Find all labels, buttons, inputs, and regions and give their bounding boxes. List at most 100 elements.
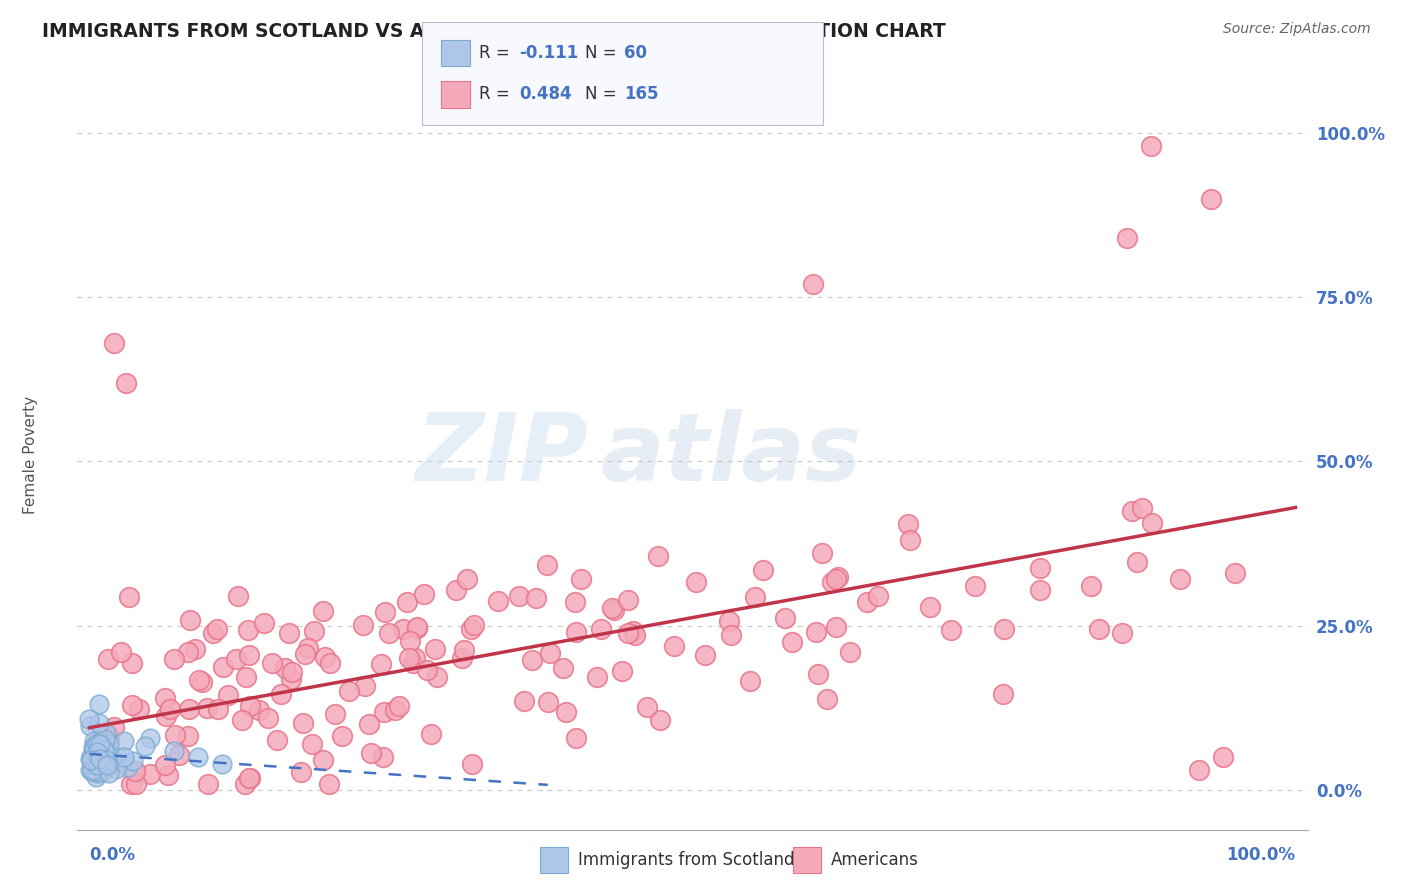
Point <box>508 589 530 603</box>
Point <box>90 765 112 780</box>
Point <box>444 583 467 598</box>
Point <box>247 703 270 717</box>
Point <box>312 604 335 618</box>
Point <box>453 643 475 657</box>
Point <box>1212 750 1234 764</box>
Point <box>84 770 107 784</box>
Point <box>600 601 623 615</box>
Point <box>121 656 143 670</box>
Point <box>524 591 547 605</box>
Point <box>399 633 422 648</box>
Point <box>337 684 360 698</box>
Point <box>603 602 626 616</box>
Point <box>239 771 262 785</box>
Point <box>217 688 239 702</box>
Point <box>79 763 101 777</box>
Text: Female Poverty: Female Poverty <box>22 396 38 514</box>
Point <box>112 750 135 764</box>
Point <box>586 670 609 684</box>
Point <box>991 687 1014 701</box>
Point <box>83 740 105 755</box>
Point <box>610 664 633 678</box>
Text: R =: R = <box>479 44 516 62</box>
Point <box>486 594 509 608</box>
Point <box>406 621 429 635</box>
Point <box>538 646 561 660</box>
Point <box>636 699 658 714</box>
Point <box>79 719 101 733</box>
Point <box>153 690 176 705</box>
Point <box>177 729 200 743</box>
Point <box>564 625 586 640</box>
Point <box>89 716 111 731</box>
Point <box>460 622 482 636</box>
Point <box>1188 764 1211 778</box>
Point <box>412 587 434 601</box>
Point <box>352 618 374 632</box>
Point <box>815 691 838 706</box>
Text: 165: 165 <box>624 86 659 103</box>
Point <box>233 776 256 790</box>
Point <box>354 679 377 693</box>
Point <box>138 766 160 780</box>
Point <box>104 762 127 776</box>
Point <box>125 776 148 790</box>
Point <box>82 763 104 777</box>
Point <box>537 695 560 709</box>
Point <box>197 776 219 790</box>
Point <box>695 648 717 662</box>
Point <box>89 697 111 711</box>
Text: IMMIGRANTS FROM SCOTLAND VS AMERICAN FEMALE POVERTY CORRELATION CHART: IMMIGRANTS FROM SCOTLAND VS AMERICAN FEM… <box>42 22 946 41</box>
Point <box>553 661 575 675</box>
Point <box>138 731 160 745</box>
Point <box>207 701 229 715</box>
Text: 100.0%: 100.0% <box>1226 846 1295 864</box>
Point <box>1199 192 1222 206</box>
Point <box>82 754 104 768</box>
Point <box>621 624 644 638</box>
Point <box>83 734 105 748</box>
Point <box>226 589 249 603</box>
Point <box>406 620 429 634</box>
Point <box>89 752 111 766</box>
Point <box>238 648 260 662</box>
Point <box>554 705 576 719</box>
Point <box>685 575 707 590</box>
Point <box>1029 561 1052 575</box>
Point <box>82 765 104 780</box>
Point <box>839 645 862 659</box>
Point <box>311 753 333 767</box>
Point <box>401 656 423 670</box>
Point <box>274 661 297 675</box>
Point <box>617 593 640 607</box>
Point <box>1130 500 1153 515</box>
Point <box>86 757 108 772</box>
Point <box>773 611 796 625</box>
Point <box>112 756 135 770</box>
Point <box>423 641 446 656</box>
Point <box>1111 626 1133 640</box>
Point <box>374 605 396 619</box>
Point <box>315 649 337 664</box>
Point <box>100 750 122 764</box>
Point <box>82 740 104 755</box>
Point <box>855 594 877 608</box>
Point <box>94 744 117 758</box>
Point <box>84 757 107 772</box>
Point <box>96 758 118 772</box>
Point <box>319 656 342 670</box>
Point <box>177 702 200 716</box>
Point <box>1139 139 1161 153</box>
Point <box>782 635 804 649</box>
Point <box>169 748 191 763</box>
Point <box>450 651 472 665</box>
Point <box>1088 622 1111 636</box>
Point <box>866 589 889 603</box>
Point <box>384 703 406 717</box>
Point <box>825 619 848 633</box>
Point <box>117 759 139 773</box>
Point <box>163 651 186 665</box>
Point <box>302 624 325 638</box>
Point <box>377 626 399 640</box>
Point <box>536 558 558 573</box>
